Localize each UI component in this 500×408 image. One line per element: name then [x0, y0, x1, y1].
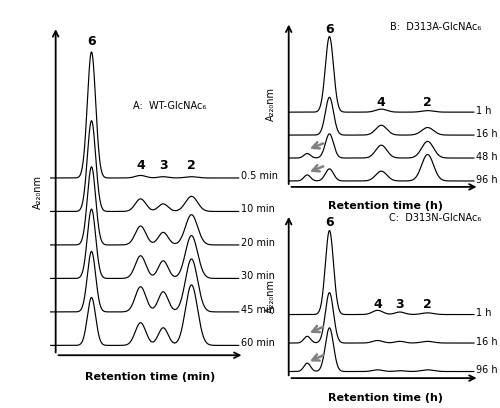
Text: 0.5 min: 0.5 min — [240, 171, 278, 181]
Text: 6: 6 — [87, 35, 96, 48]
Text: 2: 2 — [187, 159, 196, 172]
Text: A₂₂₀nm: A₂₂₀nm — [33, 175, 43, 209]
Text: 3: 3 — [159, 159, 168, 172]
Text: 45 min: 45 min — [240, 305, 274, 315]
Text: A:  WT-GlcNAc₆: A: WT-GlcNAc₆ — [133, 101, 206, 111]
Text: 10 min: 10 min — [240, 204, 274, 215]
Text: 30 min: 30 min — [240, 271, 274, 282]
Text: 60 min: 60 min — [240, 338, 274, 348]
Text: Retention time (h): Retention time (h) — [328, 393, 442, 403]
Text: 3: 3 — [396, 298, 404, 311]
Text: 20 min: 20 min — [240, 238, 274, 248]
Text: C:  D313N-GlcNAc₆: C: D313N-GlcNAc₆ — [389, 213, 481, 223]
Text: A₂₂₀nm: A₂₂₀nm — [266, 279, 276, 313]
Text: 6: 6 — [325, 216, 334, 229]
Text: 2: 2 — [423, 96, 432, 109]
Text: 4: 4 — [136, 159, 145, 172]
Text: 96 h: 96 h — [476, 175, 498, 185]
Text: 96 h: 96 h — [476, 365, 498, 375]
Text: 48 h: 48 h — [476, 152, 498, 162]
Text: Retention time (h): Retention time (h) — [328, 201, 442, 211]
Text: 16 h: 16 h — [476, 129, 498, 139]
Text: 1 h: 1 h — [476, 106, 491, 116]
Text: 6: 6 — [325, 22, 334, 35]
Text: 2: 2 — [423, 298, 432, 311]
Text: B:  D313A-GlcNAc₆: B: D313A-GlcNAc₆ — [390, 22, 481, 31]
Text: 1 h: 1 h — [476, 308, 491, 318]
Text: 16 h: 16 h — [476, 337, 498, 347]
Text: 4: 4 — [377, 96, 386, 109]
Text: 4: 4 — [373, 298, 382, 311]
Text: A₂₂₀nm: A₂₂₀nm — [266, 87, 276, 121]
Text: Retention time (min): Retention time (min) — [85, 372, 215, 382]
